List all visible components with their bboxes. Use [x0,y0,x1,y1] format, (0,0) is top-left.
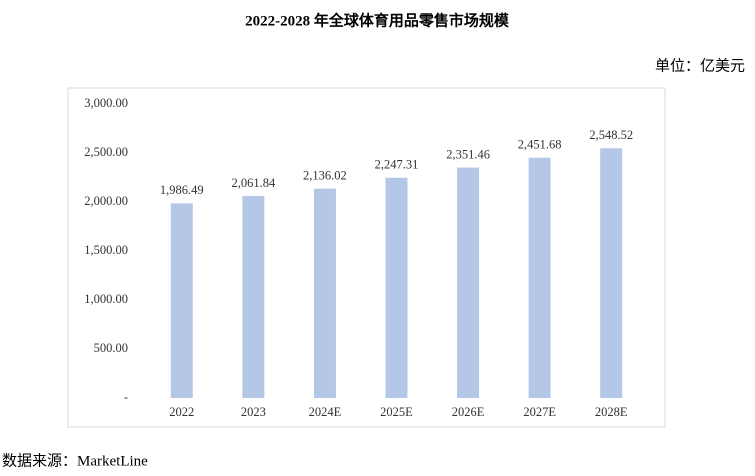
y-tick-label: 500.00 [94,341,128,355]
source-note: 数据来源：MarketLine [2,452,148,469]
y-tick-label: 3,000.00 [84,96,128,110]
x-tick-label: 2023 [241,405,266,419]
unit-label: 单位：亿美元 [655,57,745,74]
chart-frame [67,87,666,428]
y-tick-label: 2,500.00 [84,145,128,159]
x-tick-label: 2026E [452,405,485,419]
value-label: 2,247.31 [375,158,419,172]
value-label: 2,136.02 [303,169,347,183]
bar [313,188,336,398]
bar [457,167,480,398]
value-label: 2,451.68 [518,138,562,152]
value-label: 2,061.84 [231,176,276,190]
bar [600,148,623,398]
bar [170,203,193,398]
y-tick-label: 1,500.00 [84,243,128,257]
value-label: 1,986.49 [160,183,204,197]
x-tick-label: 2024E [309,405,342,419]
x-tick-label: 2028E [595,405,628,419]
bar [385,177,408,398]
y-tick-label: 1,000.00 [84,292,128,306]
value-label: 2,548.52 [589,128,633,142]
chart-title: 2022-2028 年全球体育用品零售市场规模 [245,11,510,29]
x-tick-label: 2022 [169,405,194,419]
bar [528,157,551,398]
y-tick-label: 2,000.00 [84,194,128,208]
y-tick-label: - [124,390,128,404]
value-label: 2,351.46 [446,147,490,161]
x-tick-label: 2025E [380,405,413,419]
x-tick-label: 2027E [523,405,556,419]
bar [242,195,265,398]
